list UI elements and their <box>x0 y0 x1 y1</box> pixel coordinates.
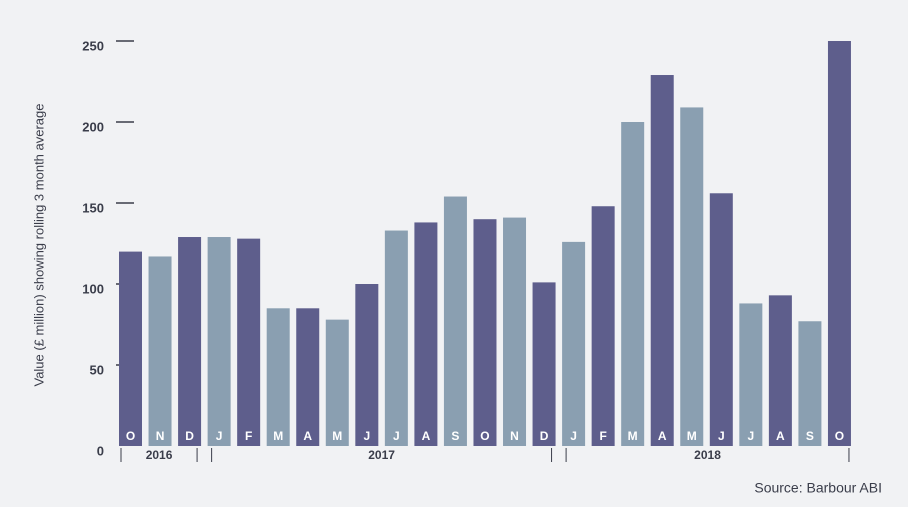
x-tick-label: D <box>185 429 194 443</box>
bar <box>680 107 704 447</box>
x-tick-label: M <box>332 429 342 443</box>
x-tick-label: D <box>540 429 549 443</box>
y-tick-label: 150 <box>82 200 104 215</box>
x-tick-label: S <box>806 429 814 443</box>
x-tick-label: A <box>776 429 785 443</box>
bar <box>148 256 172 446</box>
bar <box>621 122 645 446</box>
bar <box>266 308 290 446</box>
bar <box>798 321 822 446</box>
x-tick-label: F <box>245 429 252 443</box>
x-tick-label: J <box>216 429 223 443</box>
bar <box>532 282 556 446</box>
x-tick-label: M <box>273 429 283 443</box>
x-tick-label: A <box>422 429 431 443</box>
x-tick-label: J <box>363 429 370 443</box>
x-tick-label: S <box>451 429 459 443</box>
bar <box>325 319 349 446</box>
year-label: 2018 <box>694 448 721 462</box>
x-tick-label: M <box>628 429 638 443</box>
bar <box>739 303 763 446</box>
x-tick-label: J <box>747 429 754 443</box>
bar <box>591 206 615 446</box>
bar <box>768 295 792 446</box>
bar <box>296 308 320 446</box>
x-tick-label: N <box>510 429 519 443</box>
bar <box>414 222 438 446</box>
bar <box>473 219 497 446</box>
x-tick-label: O <box>480 429 489 443</box>
bar <box>443 196 467 446</box>
bar <box>827 41 851 446</box>
bar <box>119 251 142 446</box>
source: Source: Barbour ABI <box>754 480 882 496</box>
x-tick-label: N <box>156 429 165 443</box>
x-tick-label: J <box>393 429 400 443</box>
y-tick-label: 100 <box>82 281 104 296</box>
bar <box>237 238 261 446</box>
year-label: 2017 <box>368 448 395 462</box>
year-label: 2016 <box>146 448 173 462</box>
y-axis-label: Value (£ million) showing rolling 3 mont… <box>31 103 46 386</box>
x-tick-label: F <box>599 429 606 443</box>
y-tick-label: 0 <box>97 443 104 458</box>
x-tick-label: O <box>126 429 135 443</box>
x-tick-label: A <box>303 429 312 443</box>
bar <box>650 75 674 447</box>
x-tick-label: M <box>687 429 697 443</box>
x-tick-label: O <box>835 429 844 443</box>
y-tick-label: 200 <box>82 119 104 134</box>
x-tick-label: J <box>718 429 725 443</box>
bar <box>384 230 408 446</box>
bar <box>207 237 231 446</box>
bar <box>355 284 379 446</box>
bar <box>503 217 527 446</box>
y-tick-label: 250 <box>82 38 104 53</box>
x-tick-label: J <box>570 429 577 443</box>
x-tick-label: A <box>658 429 667 443</box>
bar <box>709 193 733 446</box>
bar <box>178 237 202 446</box>
bar <box>562 241 586 446</box>
y-tick-label: 50 <box>90 362 104 377</box>
